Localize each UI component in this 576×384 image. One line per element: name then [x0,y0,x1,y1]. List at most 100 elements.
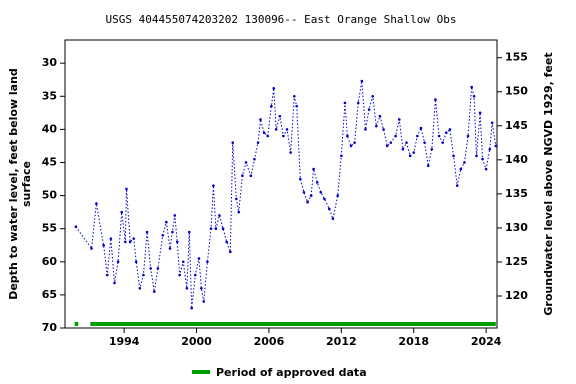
data-point [426,164,430,168]
data-point [156,267,160,270]
y2-tick-label: 125 [505,255,528,268]
data-point [278,114,282,118]
data-point [145,230,149,234]
x-tick-label: 2024 [471,335,502,348]
data-point [221,227,225,230]
data-point [168,247,172,250]
data-point [272,87,276,90]
data-point [463,161,466,164]
data-point [416,134,419,138]
data-point [231,141,235,144]
data-point [134,260,138,264]
data-point [173,214,177,217]
y-tick-label: 55 [42,222,57,235]
data-point [437,134,441,138]
data-point [360,79,364,83]
x-tick-label: 2006 [254,335,285,348]
data-point [218,214,221,217]
data-point [194,273,197,277]
data-point [181,260,185,264]
x-tick-label: 2000 [181,335,212,348]
data-point [120,210,124,214]
data-point [214,227,218,230]
y-tick-label: 60 [42,255,58,268]
data-point [475,154,478,158]
data-point [306,200,309,204]
data-point [285,128,289,131]
data-point [364,128,367,131]
data-point [375,124,378,128]
data-point [481,157,484,161]
data-point [138,286,142,290]
data-point [419,126,423,130]
x-tick-label: 1994 [109,335,140,348]
y2-tick-label: 120 [505,289,528,302]
data-point [488,147,492,151]
data-point [382,128,385,131]
data-point [282,134,285,138]
data-point [472,94,476,98]
data-point [302,190,306,194]
data-point [445,131,448,134]
data-point [225,240,228,244]
data-point [289,151,292,154]
data-point [312,167,315,171]
data-point [259,118,262,121]
data-point [336,194,340,197]
data-point [102,243,105,247]
data-point [266,134,270,138]
data-point [346,134,349,138]
data-point [132,237,136,240]
data-point [405,141,408,144]
data-point [292,94,296,98]
data-point [95,202,98,205]
data-point [109,237,113,240]
data-point [378,114,382,118]
data-point [394,134,397,138]
plot-area [64,39,498,329]
data-point [142,273,145,277]
data-point [430,147,434,151]
data-point [253,157,256,161]
data-point [389,141,393,144]
data-point [125,187,128,191]
chart-title: USGS 404455074203202 130096-- East Orang… [106,13,457,26]
data-point [490,121,494,125]
y-label: surface [20,161,33,207]
data-point [270,104,273,108]
data-point [241,174,244,178]
approved-period [90,322,496,326]
data-point [356,101,360,105]
data-point [202,300,206,303]
data-point [209,227,213,230]
x-tick-label: 2018 [398,335,429,348]
data-point [274,128,278,131]
data-point [229,250,232,254]
data-point [90,247,93,250]
data-point [340,154,343,158]
data-point [423,141,426,144]
data-point [470,85,473,89]
data-point [206,260,209,264]
data-point [235,197,238,201]
data-point [295,104,298,108]
y2-tick-label: 155 [505,51,528,64]
data-point [319,190,323,194]
data-point [161,234,165,237]
y2-tick-label: 145 [505,119,528,132]
data-point [408,154,412,158]
data-point [385,144,389,148]
data-point [200,286,203,290]
y-tick-label: 70 [42,321,58,334]
data-point [256,141,260,144]
data-point [171,230,174,234]
data-point [412,151,416,154]
data-point [175,240,179,244]
data-point [165,220,168,224]
y2-tick-label: 150 [505,85,528,98]
data-point [331,217,335,221]
y2-tick-label: 140 [505,153,528,166]
data-point [128,240,132,244]
data-point [178,273,181,277]
data-point [367,108,371,111]
